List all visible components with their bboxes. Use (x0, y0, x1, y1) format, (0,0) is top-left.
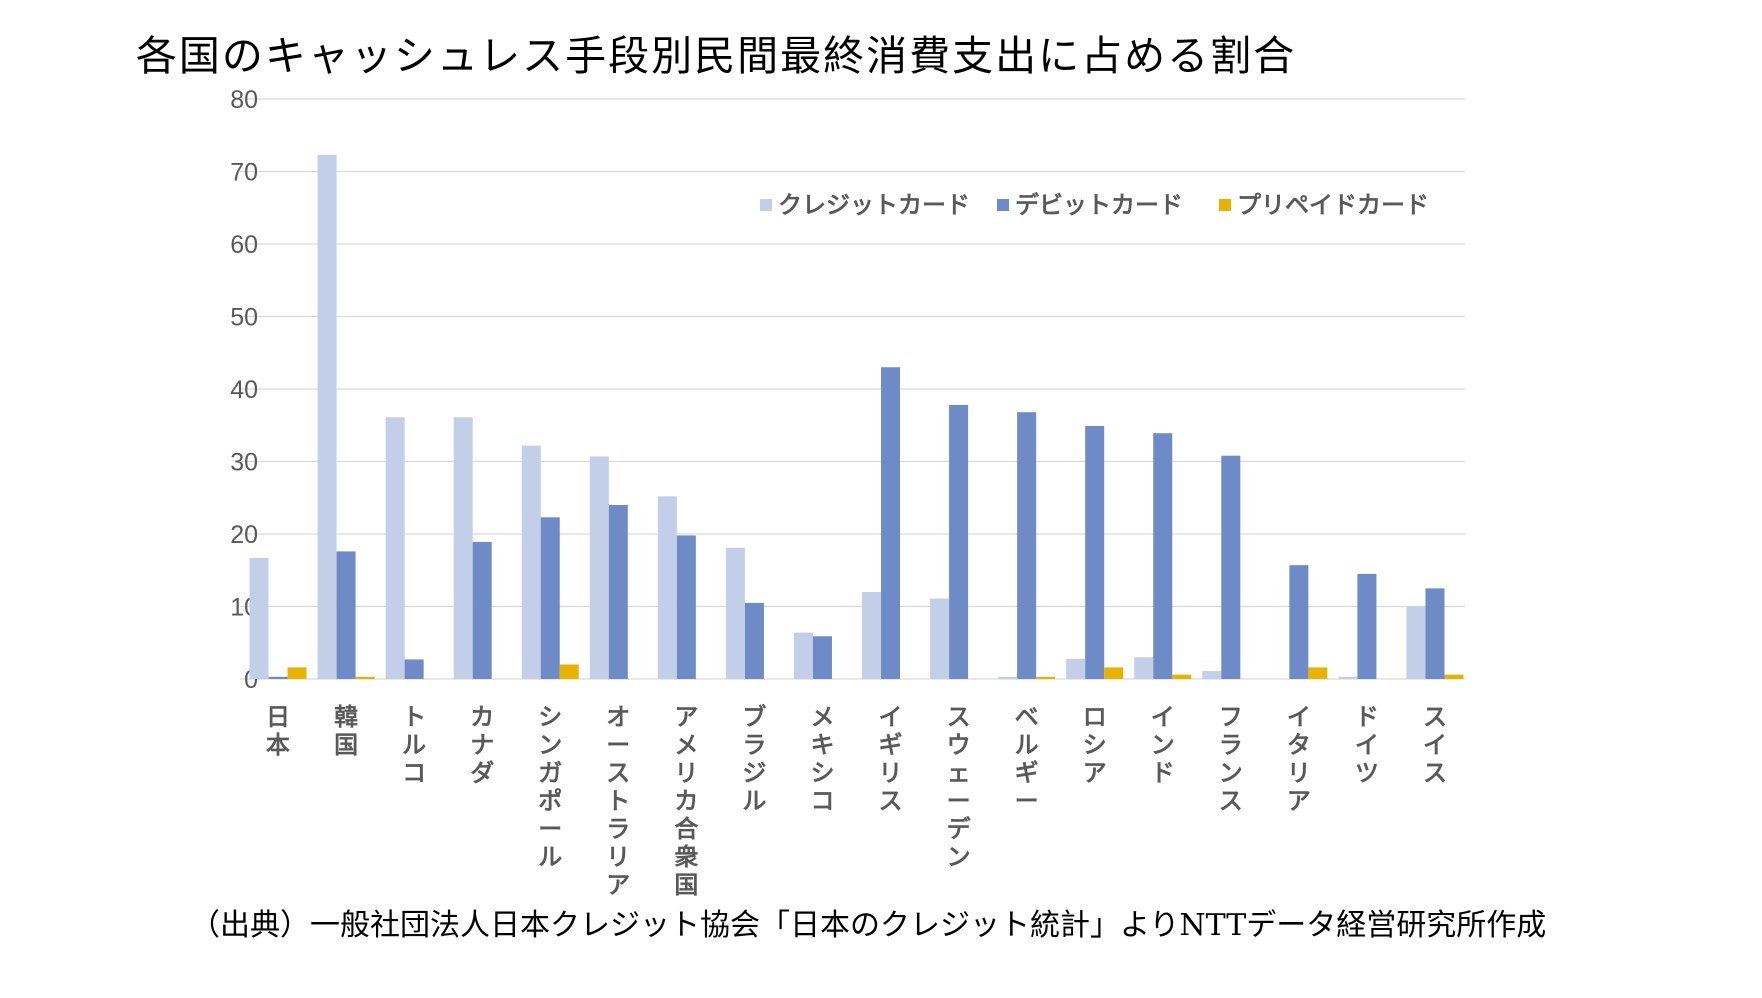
chart-title: 各国のキャッシュレス手段別民間最終消費支出に占める割合 (135, 32, 1297, 80)
bar-credit (521, 445, 541, 679)
bar-debit (268, 676, 288, 679)
bar-debit (949, 404, 969, 679)
bar-credit (249, 557, 269, 679)
bar-credit (1134, 657, 1154, 679)
bar-debit (1017, 412, 1037, 679)
bar-debit (812, 636, 832, 679)
x-category-label: オーストラリア (606, 703, 630, 899)
x-category-label: フランス (1219, 703, 1243, 815)
bar-debit (1425, 588, 1445, 679)
bar-prepaid (1172, 674, 1192, 679)
x-category-label: スイス (1423, 703, 1447, 787)
legend-swatch (997, 199, 1009, 211)
x-category-label: ブラジル (742, 703, 766, 815)
x-category-label: シンガポール (538, 703, 562, 871)
bar-debit (1289, 565, 1309, 679)
y-tick-label: 70 (230, 159, 258, 187)
bar-credit (317, 154, 337, 679)
y-tick-label: 50 (230, 304, 258, 332)
bar-credit (793, 632, 813, 679)
bar-credit (385, 417, 405, 679)
bars (249, 154, 1464, 679)
bar-prepaid (559, 664, 579, 679)
bar-debit (1153, 433, 1173, 679)
x-category-label: ドイツ (1355, 703, 1379, 787)
bar-debit (472, 541, 492, 679)
bar-debit (540, 517, 560, 679)
y-tick-label: 60 (230, 231, 258, 259)
bar-prepaid (1104, 667, 1124, 679)
legend-label: デビットカード (1015, 191, 1183, 219)
bar-credit (589, 456, 609, 679)
bar-debit (1085, 425, 1105, 679)
gridlines (240, 98, 1465, 680)
bar-debit (676, 535, 696, 679)
legend-swatch (760, 199, 772, 211)
bar-credit (453, 417, 473, 679)
y-tick-label: 40 (230, 376, 258, 404)
bar-credit (998, 676, 1018, 679)
legend-label: クレジットカード (778, 191, 970, 219)
bar-debit (744, 602, 764, 679)
bar-prepaid (1444, 674, 1464, 679)
source-note: （出典）一般社団法人日本クレジット協会「日本のクレジット統計」よりNTTデータ経… (190, 908, 1547, 943)
y-tick-label: 20 (230, 521, 258, 549)
bar-credit (725, 547, 745, 679)
bar-debit (1357, 573, 1377, 679)
bar-debit (404, 659, 424, 679)
bar-prepaid (355, 676, 375, 679)
x-category-label: トルコ (402, 703, 426, 787)
bar-prepaid (1308, 667, 1328, 679)
y-tick-label: 80 (230, 86, 258, 114)
legend-label: プリペイドカード (1237, 191, 1429, 219)
bar-credit (1338, 676, 1358, 679)
x-category-label: カナダ (470, 703, 494, 787)
bar-prepaid (287, 667, 307, 679)
x-category-label: イタリア (1287, 703, 1311, 815)
x-category-label: イギリス (879, 703, 903, 815)
x-category-label: 韓国 (334, 703, 358, 759)
bar-credit (930, 598, 950, 679)
y-tick-label: 30 (230, 449, 258, 477)
x-category-label: スウェーデン (947, 703, 972, 871)
bar-credit (1066, 658, 1086, 679)
bar-debit (608, 505, 628, 679)
bar-credit (862, 592, 882, 679)
bar-debit (881, 367, 901, 679)
x-category-label: インド (1151, 703, 1175, 787)
bar-prepaid (1036, 676, 1056, 679)
x-category-label: 日本 (266, 703, 290, 759)
x-category-label: メキシコ (810, 703, 834, 815)
bar-debit (336, 551, 356, 679)
bar-debit (1221, 455, 1241, 679)
x-category-label: アメリカ合衆国 (674, 703, 699, 899)
x-category-label: ロシア (1083, 703, 1107, 787)
bar-credit (657, 496, 677, 679)
bar-credit (1406, 606, 1426, 679)
legend-swatch (1219, 199, 1231, 211)
x-category-label: ベルギー (1015, 703, 1039, 815)
bar-credit (1202, 671, 1222, 679)
legend: クレジットカード デビットカード プリペイドカード (760, 191, 1429, 219)
